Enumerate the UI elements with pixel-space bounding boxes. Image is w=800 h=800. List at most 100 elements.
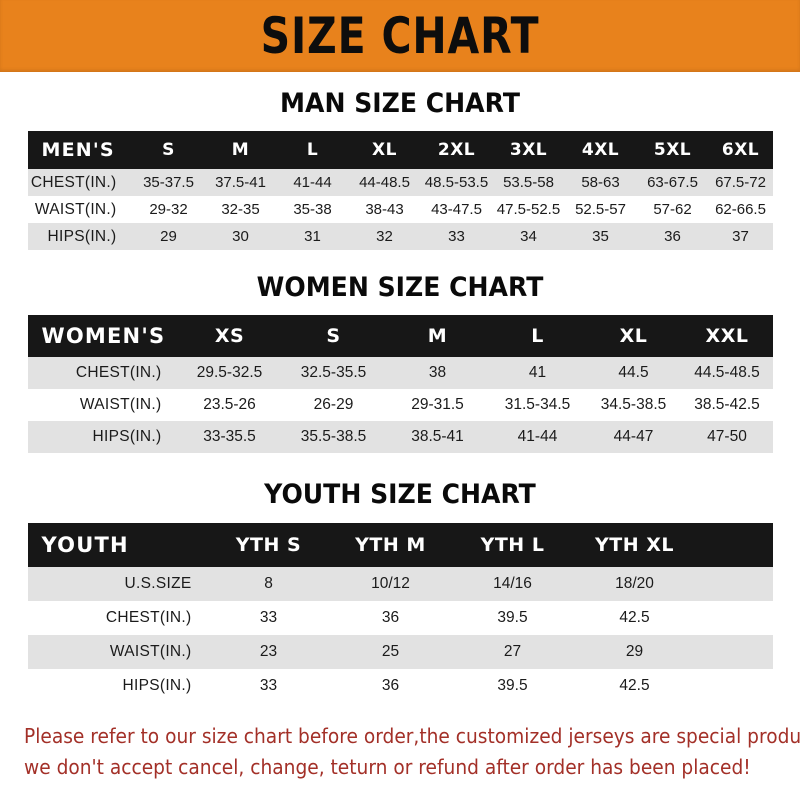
table-cell: 29-32 bbox=[149, 201, 188, 218]
youth-corner-label: YOUTH bbox=[41, 533, 129, 557]
table-cell: 29-31.5 bbox=[411, 396, 464, 413]
table-cell: 41-44 bbox=[517, 428, 558, 445]
table-row: HIPS(IN.) 29 30 31 32 33 34 35 36 37 bbox=[27, 223, 773, 250]
table-cell: 29.5-32.5 bbox=[196, 364, 263, 381]
table-cell: 31.5-34.5 bbox=[504, 396, 571, 413]
table-row: U.S.SIZE 8 10/12 14/16 18/20 bbox=[27, 567, 773, 601]
table-cell: 38 bbox=[428, 364, 447, 381]
table-cell: 32-35 bbox=[221, 201, 260, 218]
youth-size-header-yth-m: YTH M bbox=[355, 534, 426, 556]
table-cell: 38.5-41 bbox=[411, 428, 464, 445]
table-row: CHEST(IN.) 29.5-32.5 32.5-35.5 38 41 44.5 44.5… bbox=[27, 357, 773, 389]
table-cell bbox=[696, 567, 773, 601]
youth-size-header-yth-s: YTH S bbox=[235, 534, 302, 556]
table-cell: 41-44 bbox=[293, 174, 332, 191]
table-cell: 47.5-52.5 bbox=[496, 201, 561, 218]
table-cell: 35-38 bbox=[293, 201, 332, 218]
women-table-header-row: WOMEN'S XS S M L XL XXL bbox=[27, 315, 773, 357]
table-cell: 63-67.5 bbox=[647, 174, 698, 191]
man-size-header-s: S bbox=[162, 140, 175, 160]
table-row: HIPS(IN.) 33-35.5 35.5-38.5 38.5-41 41-44 44-… bbox=[27, 421, 773, 453]
youth-size-header-yth-l: YTH L bbox=[480, 534, 545, 556]
youth-row-label: WAIST(IN.) bbox=[109, 643, 192, 660]
table-row: CHEST(IN.) 35-37.5 37.5-41 41-44 44-48.5 48.5… bbox=[27, 169, 773, 196]
youth-row-label: CHEST(IN.) bbox=[105, 609, 192, 626]
table-cell: 57-62 bbox=[653, 201, 692, 218]
table-cell: 35.5-38.5 bbox=[300, 428, 367, 445]
table-cell: 47-50 bbox=[707, 428, 747, 445]
youth-section-title: YOUTH SIZE CHART bbox=[264, 479, 536, 510]
table-cell: 18/20 bbox=[615, 575, 654, 592]
table-cell: 30 bbox=[232, 228, 249, 245]
man-row-label: WAIST(IN.) bbox=[34, 200, 117, 218]
table-cell: 36 bbox=[381, 677, 400, 694]
table-cell: 44.5 bbox=[618, 364, 649, 381]
women-size-header-xl: XL bbox=[619, 325, 648, 347]
youth-row-label: HIPS(IN.) bbox=[122, 677, 192, 694]
table-row: WAIST(IN.) 23.5-26 26-29 29-31.5 31.5-34.5 34… bbox=[27, 389, 773, 421]
table-cell bbox=[696, 601, 773, 635]
table-cell bbox=[696, 669, 773, 703]
footer-note-line-2: we don't accept cancel, change, teturn o… bbox=[24, 755, 751, 779]
youth-size-header-yth-xl: YTH XL bbox=[595, 534, 674, 556]
man-corner-label: MEN'S bbox=[41, 139, 115, 161]
man-size-header-l: L bbox=[306, 140, 319, 160]
table-cell: 38-43 bbox=[365, 201, 404, 218]
table-cell: 36 bbox=[381, 609, 400, 626]
table-cell: 37 bbox=[732, 228, 749, 245]
women-corner-label: WOMEN'S bbox=[41, 324, 166, 348]
table-cell: 23.5-26 bbox=[203, 396, 256, 413]
table-row: WAIST(IN.) 23 25 27 29 bbox=[27, 635, 773, 669]
youth-row-label: U.S.SIZE bbox=[124, 575, 192, 592]
table-cell: 44-47 bbox=[613, 428, 654, 445]
women-section-title: WOMEN SIZE CHART bbox=[256, 272, 544, 303]
table-cell: 32 bbox=[376, 228, 393, 245]
women-size-header-m: M bbox=[427, 325, 448, 347]
footer-note: Please refer to our size chart before or… bbox=[24, 721, 800, 783]
table-cell: 38.5-42.5 bbox=[694, 396, 760, 413]
man-section-title: MAN SIZE CHART bbox=[280, 88, 520, 119]
table-cell: 10/12 bbox=[371, 575, 410, 592]
women-size-table: WOMEN'S XS S M L XL XXL CHEST(IN.) 29.5-32.5 32.5… bbox=[27, 315, 773, 453]
youth-size-header-empty bbox=[696, 523, 773, 567]
man-size-table: MEN'S S M L XL 2XL 3XL 4XL 5XL 6XL CHEST(IN.) 35-37… bbox=[27, 131, 773, 250]
table-cell: 41 bbox=[528, 364, 547, 381]
man-size-header-3xl: 3XL bbox=[509, 140, 548, 160]
table-cell: 67.5-72 bbox=[715, 174, 766, 191]
man-size-header-2xl: 2XL bbox=[437, 140, 476, 160]
table-cell: 39.5 bbox=[497, 677, 528, 694]
table-cell: 32.5-35.5 bbox=[300, 364, 367, 381]
table-cell: 29 bbox=[160, 228, 177, 245]
table-cell: 33 bbox=[259, 609, 278, 626]
table-cell bbox=[696, 635, 773, 669]
table-cell: 44.5-48.5 bbox=[694, 364, 760, 381]
man-size-header-6xl: 6XL bbox=[721, 140, 760, 160]
women-row-label: WAIST(IN.) bbox=[79, 396, 162, 413]
table-cell: 33-35.5 bbox=[203, 428, 256, 445]
page-banner: SIZE CHART bbox=[0, 0, 800, 72]
man-size-table-wrapper: MEN'S S M L XL 2XL 3XL 4XL 5XL 6XL CHEST(IN.) 35-37… bbox=[27, 131, 773, 250]
table-cell: 23 bbox=[259, 643, 278, 660]
table-cell: 52.5-57 bbox=[575, 201, 626, 218]
page-title: SIZE CHART bbox=[260, 7, 540, 65]
table-row: HIPS(IN.) 33 36 39.5 42.5 bbox=[27, 669, 773, 703]
youth-size-table-wrapper: YOUTH YTH S YTH M YTH L YTH XL U.S.SIZE 8 10/12… bbox=[27, 523, 773, 703]
table-cell: 43-47.5 bbox=[431, 201, 482, 218]
women-row-label: HIPS(IN.) bbox=[92, 428, 162, 445]
table-cell: 33 bbox=[259, 677, 278, 694]
table-cell: 33 bbox=[448, 228, 465, 245]
table-cell: 31 bbox=[304, 228, 321, 245]
footer-note-line-1: Please refer to our size chart before or… bbox=[24, 724, 800, 748]
women-row-label: CHEST(IN.) bbox=[75, 364, 162, 381]
table-cell: 26-29 bbox=[313, 396, 354, 413]
table-cell: 35 bbox=[592, 228, 609, 245]
man-size-header-m: M bbox=[231, 140, 250, 160]
man-size-header-4xl: 4XL bbox=[581, 140, 620, 160]
table-cell: 53.5-58 bbox=[503, 174, 554, 191]
table-cell: 29 bbox=[625, 643, 644, 660]
man-size-header-xl: XL bbox=[372, 140, 397, 160]
table-cell: 36 bbox=[664, 228, 681, 245]
table-cell: 44-48.5 bbox=[359, 174, 410, 191]
man-row-label: CHEST(IN.) bbox=[30, 173, 117, 191]
table-cell: 48.5-53.5 bbox=[424, 174, 489, 191]
